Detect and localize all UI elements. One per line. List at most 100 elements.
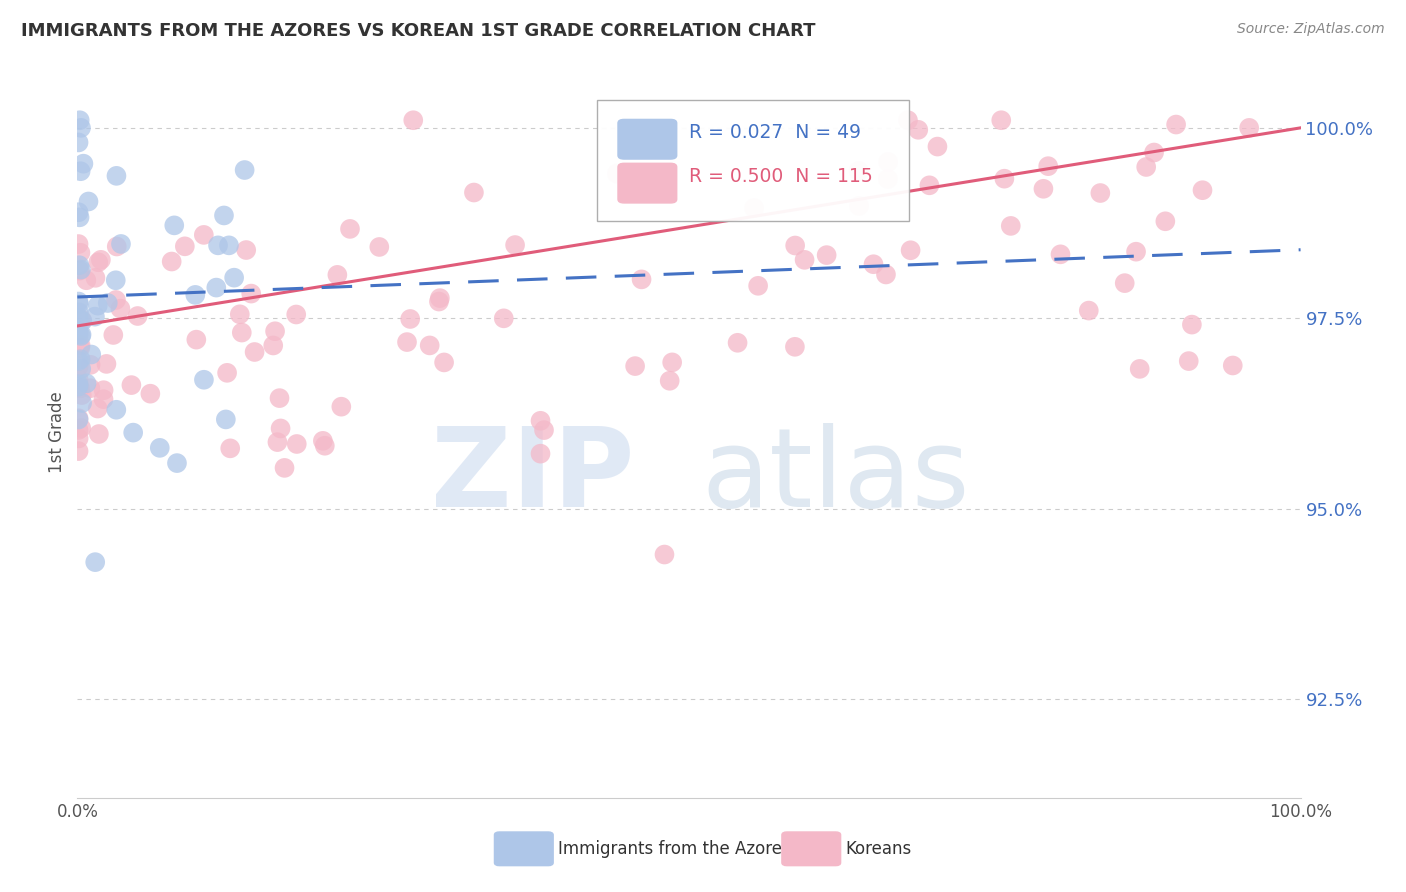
Point	[815, 248, 838, 262]
Point	[264, 324, 287, 338]
Point	[875, 268, 897, 282]
Point	[110, 236, 132, 251]
Point	[993, 171, 1015, 186]
Point	[433, 355, 456, 369]
Point	[76, 376, 98, 391]
Point	[70, 327, 93, 342]
Text: R = 0.027  N = 49: R = 0.027 N = 49	[689, 123, 860, 142]
Point	[429, 291, 451, 305]
Point	[395, 334, 418, 349]
Point	[793, 252, 815, 267]
Point	[785, 238, 807, 252]
Text: atlas: atlas	[702, 423, 970, 530]
Point	[630, 272, 652, 286]
Point	[166, 456, 188, 470]
Point	[877, 155, 900, 169]
Point	[127, 309, 149, 323]
Point	[273, 461, 295, 475]
Point	[84, 270, 107, 285]
Point	[90, 252, 112, 267]
Point	[1090, 186, 1112, 200]
Point	[67, 324, 90, 338]
Point	[79, 358, 101, 372]
Point	[1032, 182, 1054, 196]
Point	[243, 345, 266, 359]
Point	[96, 357, 118, 371]
Point	[75, 273, 97, 287]
Point	[1114, 276, 1136, 290]
Point	[70, 421, 93, 435]
Point	[67, 423, 90, 437]
Point	[330, 400, 353, 414]
Point	[658, 374, 681, 388]
Point	[897, 113, 920, 128]
Point	[67, 372, 90, 386]
Point	[139, 386, 162, 401]
Point	[231, 326, 253, 340]
Point	[1000, 219, 1022, 233]
Point	[1177, 354, 1199, 368]
Point	[77, 194, 100, 209]
Point	[67, 297, 90, 311]
Point	[862, 257, 884, 271]
Point	[1222, 359, 1244, 373]
Point	[312, 434, 335, 448]
Point	[67, 411, 90, 425]
Text: IMMIGRANTS FROM THE AZORES VS KOREAN 1ST GRADE CORRELATION CHART: IMMIGRANTS FROM THE AZORES VS KOREAN 1ST…	[21, 22, 815, 40]
Text: Source: ZipAtlas.com: Source: ZipAtlas.com	[1237, 22, 1385, 37]
Point	[1237, 120, 1260, 135]
Point	[70, 362, 93, 376]
Point	[67, 237, 90, 252]
Point	[122, 425, 145, 440]
Point	[747, 278, 769, 293]
FancyBboxPatch shape	[619, 163, 676, 203]
Point	[262, 338, 284, 352]
Point	[193, 373, 215, 387]
Point	[80, 347, 103, 361]
Point	[270, 421, 292, 435]
Point	[72, 156, 94, 170]
Point	[69, 245, 91, 260]
Point	[1038, 159, 1060, 173]
Point	[876, 172, 898, 186]
Text: Immigrants from the Azores: Immigrants from the Azores	[558, 839, 790, 858]
Point	[193, 227, 215, 242]
Point	[661, 355, 683, 369]
Point	[529, 414, 551, 428]
Point	[69, 211, 91, 225]
Point	[67, 258, 90, 272]
Text: ZIP: ZIP	[430, 423, 634, 530]
Point	[105, 169, 128, 183]
Point	[67, 305, 90, 319]
Point	[1129, 362, 1152, 376]
Point	[105, 239, 128, 253]
Point	[72, 314, 94, 328]
Point	[105, 402, 128, 417]
FancyBboxPatch shape	[598, 100, 910, 220]
Point	[86, 401, 108, 416]
Point	[900, 244, 922, 258]
Text: R = 0.500  N = 115: R = 0.500 N = 115	[689, 167, 873, 186]
Point	[217, 366, 239, 380]
Point	[160, 254, 183, 268]
Point	[229, 307, 252, 321]
Point	[67, 327, 90, 342]
Point	[727, 335, 749, 350]
Point	[233, 163, 256, 178]
Text: Koreans: Koreans	[845, 839, 911, 858]
Point	[314, 439, 336, 453]
Point	[235, 243, 257, 257]
Point	[399, 312, 422, 326]
Point	[93, 392, 115, 407]
Point	[427, 294, 450, 309]
Point	[783, 340, 806, 354]
Point	[173, 239, 195, 253]
Point	[368, 240, 391, 254]
Point	[67, 377, 90, 392]
Point	[218, 238, 240, 252]
Point	[205, 280, 228, 294]
Point	[69, 263, 91, 277]
Point	[70, 329, 93, 343]
FancyBboxPatch shape	[782, 832, 841, 865]
Point	[70, 313, 93, 327]
